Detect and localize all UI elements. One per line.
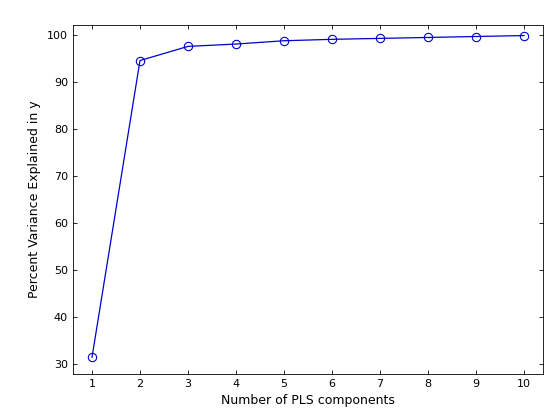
X-axis label: Number of PLS components: Number of PLS components — [221, 394, 395, 407]
Y-axis label: Percent Variance Explained in y: Percent Variance Explained in y — [29, 101, 41, 298]
